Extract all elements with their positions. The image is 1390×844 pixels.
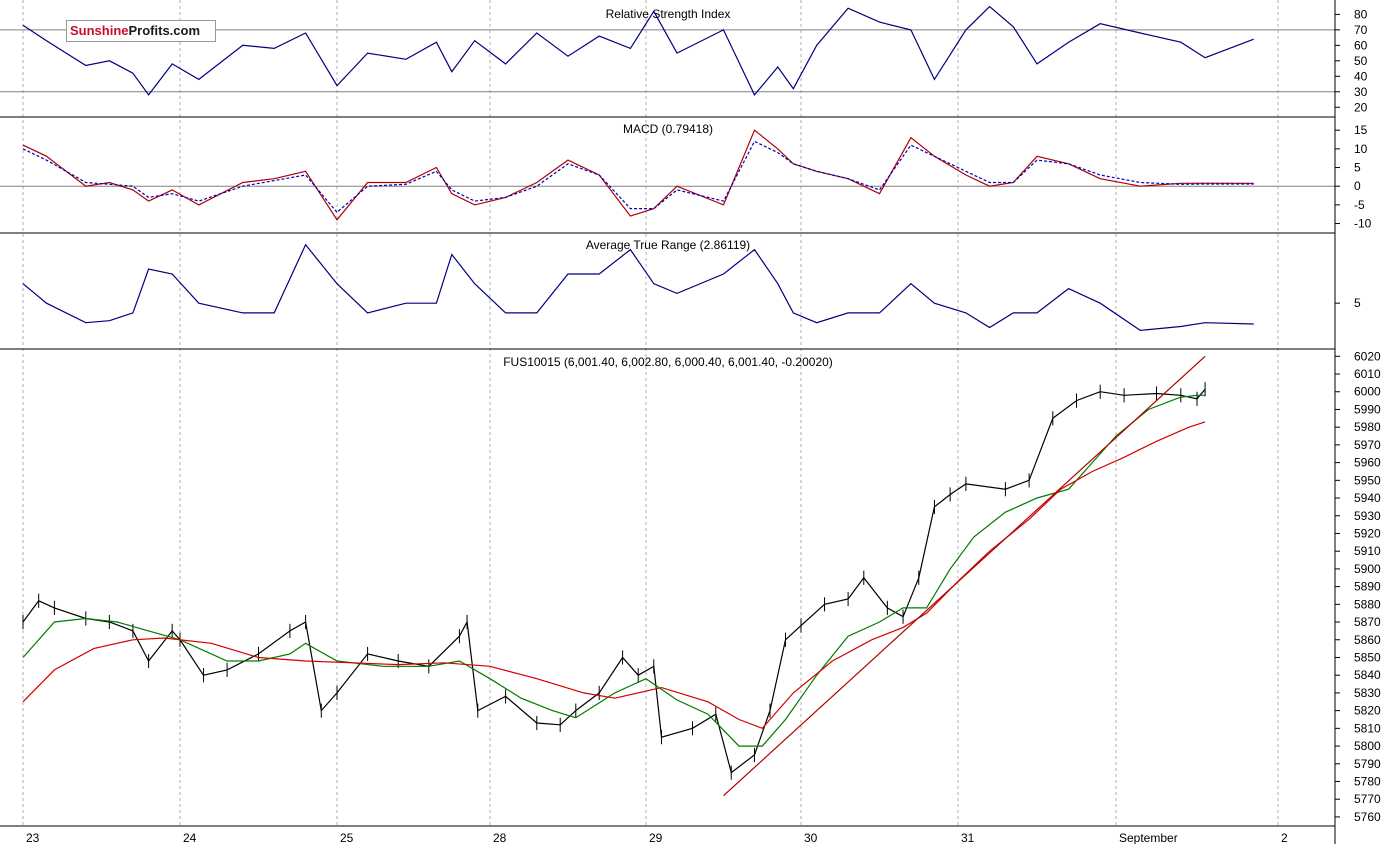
price-ytick-label-9: 5850 xyxy=(1354,650,1381,664)
macd-title: MACD (0.79418) xyxy=(623,122,713,136)
price-ytick-label-24: 6000 xyxy=(1354,385,1381,399)
atr-panel: Average True Range (2.86119) 5 xyxy=(22,238,1361,332)
x-tick-label-7: September xyxy=(1119,831,1178,844)
price-ytick-label-12: 5880 xyxy=(1354,597,1381,611)
x-tick-label-3: 28 xyxy=(493,831,507,844)
rsi-ytick-label-6: 80 xyxy=(1354,7,1368,21)
price-ytick-label-17: 5930 xyxy=(1354,509,1381,523)
price-ytick-label-16: 5920 xyxy=(1354,526,1381,540)
price-ytick-label-3: 5790 xyxy=(1354,757,1381,771)
macd-ytick-label-1: -5 xyxy=(1354,198,1365,212)
price-ytick-label-14: 5900 xyxy=(1354,562,1381,576)
macd-panel: MACD (0.79418) -10 -5 0 5 10 15 xyxy=(0,122,1372,231)
price-ytick-label-10: 5860 xyxy=(1354,633,1381,647)
macd-ytick-label-3: 5 xyxy=(1354,161,1361,175)
macd-series-0 xyxy=(22,129,1254,221)
x-tick-label-1: 24 xyxy=(183,831,197,844)
x-tick-label-2: 25 xyxy=(340,831,354,844)
price-ytick-label-25: 6010 xyxy=(1354,367,1381,381)
price-ytick-label-20: 5960 xyxy=(1354,456,1381,470)
rsi-ytick-label-2: 40 xyxy=(1354,69,1368,83)
rsi-title: Relative Strength Index xyxy=(606,7,731,21)
price-ytick-label-19: 5950 xyxy=(1354,473,1381,487)
ma-long-line xyxy=(22,421,1206,730)
logo-part-1: Sunshine xyxy=(70,23,129,38)
price-panel: FUS10015 (6,001.40, 6,002.80, 6,000.40, … xyxy=(22,349,1381,824)
price-ytick-label-15: 5910 xyxy=(1354,544,1381,558)
price-ytick-label-21: 5970 xyxy=(1354,438,1381,452)
rsi-ytick-label-0: 20 xyxy=(1354,100,1368,114)
atr-ytick-label-0: 5 xyxy=(1354,296,1361,310)
price-ytick-label-11: 5870 xyxy=(1354,615,1381,629)
atr-title: Average True Range (2.86119) xyxy=(586,238,750,252)
price-ytick-label-13: 5890 xyxy=(1354,580,1381,594)
x-tick-label-0: 23 xyxy=(26,831,40,844)
macd-ytick-label-5: 15 xyxy=(1354,123,1368,137)
logo-part-2: Profits.com xyxy=(128,23,201,38)
price-ytick-label-5: 5810 xyxy=(1354,721,1381,735)
x-axis: 23 24 25 28 29 30 31 September 2 xyxy=(26,831,1288,844)
x-tick-label-6: 31 xyxy=(961,831,975,844)
price-ytick-label-6: 5820 xyxy=(1354,704,1381,718)
rsi-ytick-label-4: 60 xyxy=(1354,38,1368,52)
x-tick-label-4: 29 xyxy=(649,831,663,844)
price-ytick-label-23: 5990 xyxy=(1354,402,1381,416)
price-ytick-label-18: 5940 xyxy=(1354,491,1381,505)
price-ytick-label-0: 5760 xyxy=(1354,810,1381,824)
price-ytick-label-2: 5780 xyxy=(1354,774,1381,788)
macd-ytick-label-0: -10 xyxy=(1354,217,1372,231)
atr-series-0 xyxy=(22,243,1254,332)
trendline xyxy=(723,355,1206,797)
ma-short-line xyxy=(22,394,1206,747)
x-tick-label-5: 30 xyxy=(804,831,818,844)
rsi-ytick-label-5: 70 xyxy=(1354,23,1368,37)
x-tick-label-8: 2 xyxy=(1281,831,1288,844)
panel-frames xyxy=(0,0,1336,844)
price-ytick-label-1: 5770 xyxy=(1354,792,1381,806)
macd-ytick-label-2: 0 xyxy=(1354,179,1361,193)
price-ytick-label-22: 5980 xyxy=(1354,420,1381,434)
rsi-series-0 xyxy=(22,5,1254,97)
macd-ytick-label-4: 10 xyxy=(1354,142,1368,156)
macd-series-1 xyxy=(22,140,1254,214)
price-title: FUS10015 (6,001.40, 6,002.80, 6,000.40, … xyxy=(503,355,833,369)
sunshine-profits-logo: SunshineProfits.com xyxy=(66,20,216,42)
price-ytick-label-4: 5800 xyxy=(1354,739,1381,753)
price-line xyxy=(22,388,1206,774)
price-ytick-label-7: 5830 xyxy=(1354,686,1381,700)
price-ytick-label-8: 5840 xyxy=(1354,668,1381,682)
rsi-ytick-label-1: 30 xyxy=(1354,85,1368,99)
price-ytick-label-26: 6020 xyxy=(1354,349,1381,363)
rsi-ytick-label-3: 50 xyxy=(1354,54,1368,68)
